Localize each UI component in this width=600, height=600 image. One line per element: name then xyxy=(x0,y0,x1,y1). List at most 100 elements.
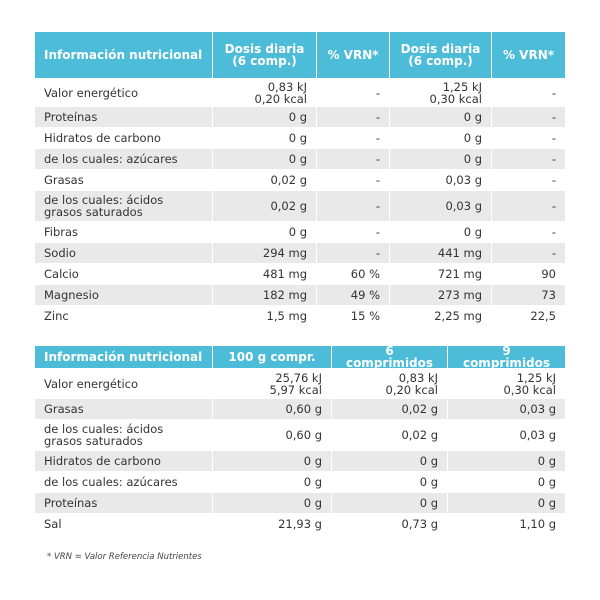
value-cell: - xyxy=(375,225,380,239)
header-cell: Información nutricional xyxy=(35,32,212,78)
row-label: Fibras xyxy=(44,225,79,239)
value-cell: 0 g xyxy=(213,451,331,471)
value-cell: 273 mg xyxy=(390,285,491,305)
value-cell: 0,83 kJ 0,20 kcal xyxy=(213,80,316,106)
value-cell: 0 g xyxy=(390,107,491,127)
value-cell: 0 g xyxy=(448,493,565,513)
value-cell: 0 g xyxy=(213,107,316,127)
value-cell: 0 g xyxy=(303,475,322,489)
cell-line: grasos saturados xyxy=(44,205,143,219)
cell-line: Dosis diaria xyxy=(400,42,481,56)
value-cell: 0,83 kJ 0,20 kcal xyxy=(332,370,447,398)
row-label: Zinc xyxy=(44,309,69,323)
value-cell: 441 mg xyxy=(390,243,491,263)
value-cell: 73 xyxy=(492,285,565,305)
row-label: de los cuales: azúcares xyxy=(35,149,212,169)
value-cell: 0 g xyxy=(390,149,491,169)
value-cell: 294 mg xyxy=(213,243,316,263)
cell-line: Dosis diaria xyxy=(224,42,305,56)
footnote: * VRN = Valor Referencia Nutrientes xyxy=(47,552,202,562)
value-cell: 0,03 g xyxy=(390,191,491,221)
row-label: Valor energético xyxy=(44,377,139,391)
value-cell: 0,02 g xyxy=(213,191,316,221)
value-cell: 0 g xyxy=(419,475,438,489)
row-label: de los cuales: azúcares xyxy=(44,475,178,489)
row-label: Sal xyxy=(44,517,62,531)
header-cell: Información nutricional xyxy=(35,346,212,368)
value-cell: - xyxy=(317,107,389,127)
cell-line: de los cuales: ácidos xyxy=(44,422,164,436)
cell-line: 1,25 kJ xyxy=(516,371,556,385)
cell-line: de los cuales: ácidos xyxy=(44,193,164,207)
value-cell: 1,25 kJ 0,30 kcal xyxy=(390,80,491,106)
value-cell: - xyxy=(492,191,565,221)
row-label: Calcio xyxy=(44,267,79,281)
cell-line: 1,25 kJ xyxy=(442,80,482,94)
value-cell: 0,03 g xyxy=(445,173,482,187)
cell-line: 0,20 kcal xyxy=(385,383,439,397)
value-cell: 1,10 g xyxy=(519,517,556,531)
value-cell: - xyxy=(375,86,380,100)
value-cell: 0 g xyxy=(332,451,447,471)
value-cell: 22,5 xyxy=(530,309,556,323)
value-cell: 0,60 g xyxy=(285,428,322,442)
value-cell: 0 g xyxy=(463,131,482,145)
value-cell: 721 mg xyxy=(437,267,482,281)
value-cell: 1,5 mg xyxy=(266,309,307,323)
row-label: de los cuales: ácidos grasos saturados xyxy=(35,420,212,450)
value-cell: 0,60 g xyxy=(213,399,331,419)
cell-line: (6 comp.) xyxy=(408,54,473,68)
row-label: Grasas xyxy=(44,173,84,187)
row-label: Hidratos de carbono xyxy=(44,131,161,145)
cell-line: 5,97 kcal xyxy=(269,383,323,397)
cell-line: grasos saturados xyxy=(44,434,143,448)
value-cell: - xyxy=(375,131,380,145)
header-cell: % VRN* xyxy=(317,32,389,78)
row-label: Sodio xyxy=(35,243,212,263)
header-cell: Dosis diaria (6 comp.) xyxy=(213,32,316,78)
value-cell: 0 g xyxy=(537,475,556,489)
value-cell: 0 g xyxy=(288,225,307,239)
value-cell: - xyxy=(375,173,380,187)
value-cell: - xyxy=(492,243,565,263)
value-cell: - xyxy=(492,107,565,127)
value-cell: 0 g xyxy=(213,149,316,169)
cell-line: 0,20 kcal xyxy=(254,92,308,106)
cell-line: 0,83 kJ xyxy=(267,80,307,94)
row-label: Proteínas xyxy=(35,107,212,127)
cell-line: 0,30 kcal xyxy=(503,383,557,397)
value-cell: 0 g xyxy=(448,451,565,471)
value-cell: 15 % xyxy=(350,309,380,323)
value-cell: 2,25 mg xyxy=(434,309,482,323)
value-cell: - xyxy=(317,191,389,221)
value-cell: 0,03 g xyxy=(519,428,556,442)
value-cell: 0 g xyxy=(288,131,307,145)
cell-line: 0,30 kcal xyxy=(429,92,483,106)
value-cell: 90 xyxy=(541,267,556,281)
cell-line: (6 comp.) xyxy=(232,54,297,68)
value-cell: 182 mg xyxy=(213,285,316,305)
value-cell: 49 % xyxy=(317,285,389,305)
value-cell: - xyxy=(551,131,556,145)
value-cell: 0,73 g xyxy=(401,517,438,531)
value-cell: - xyxy=(492,149,565,169)
value-cell: 0 g xyxy=(332,493,447,513)
row-label: Magnesio xyxy=(35,285,212,305)
value-cell: 25,76 kJ 5,97 kcal xyxy=(213,370,331,398)
row-label: Proteínas xyxy=(35,493,212,513)
value-cell: - xyxy=(551,86,556,100)
row-label: Valor energético xyxy=(44,86,139,100)
row-label: de los cuales: ácidos grasos saturados xyxy=(35,191,212,221)
value-cell: 60 % xyxy=(350,267,380,281)
header-cell: 100 g compr. xyxy=(213,346,331,368)
value-cell: 0,02 g xyxy=(270,173,307,187)
value-cell: 0 g xyxy=(463,225,482,239)
value-cell: 0,02 g xyxy=(332,399,447,419)
header-cell: Dosis diaria (6 comp.) xyxy=(390,32,491,78)
value-cell: - xyxy=(551,225,556,239)
header-cell: 9 comprimidos xyxy=(448,345,565,369)
header-cell: 6 comprimidos xyxy=(332,345,447,369)
value-cell: 21,93 g xyxy=(278,517,322,531)
cell-line: 25,76 kJ xyxy=(275,371,322,385)
